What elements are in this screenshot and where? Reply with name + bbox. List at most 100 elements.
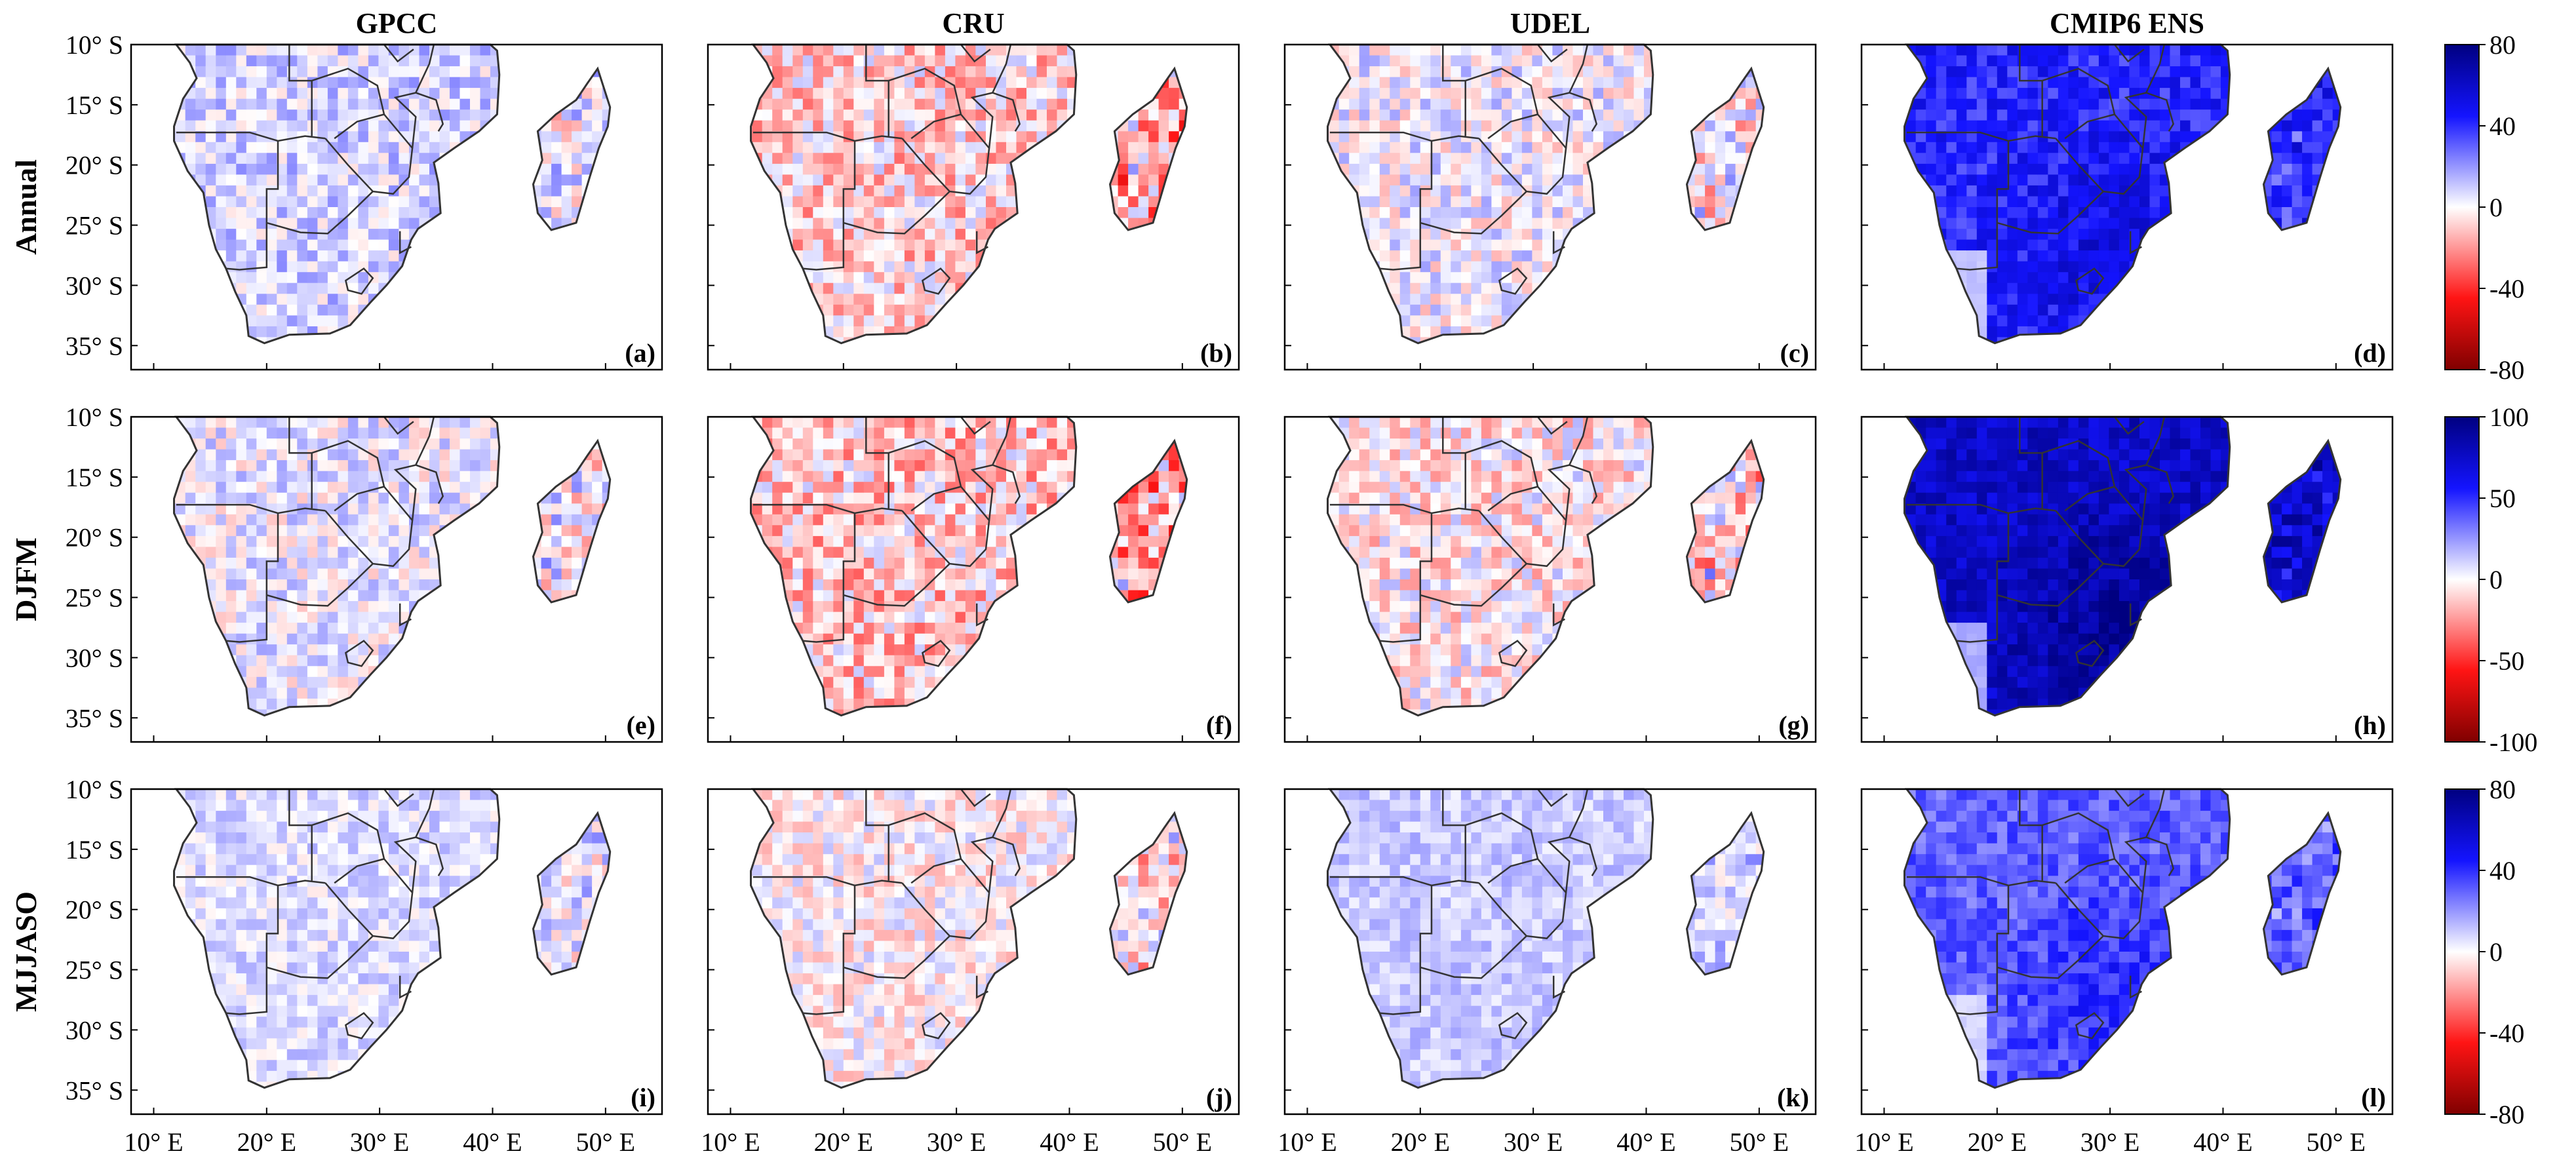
country-border bbox=[1379, 513, 1433, 643]
colorbar: 80 40 0 -40 -80 bbox=[2444, 775, 2524, 1129]
country-border bbox=[1552, 231, 1565, 254]
country-border bbox=[1537, 416, 1568, 435]
panel-frame bbox=[1283, 788, 1817, 1116]
longitude-tick-label: 50° E bbox=[1153, 1127, 1212, 1157]
country-border bbox=[843, 191, 950, 235]
coastline bbox=[1327, 788, 1654, 1089]
coastline bbox=[173, 788, 501, 1089]
coastline bbox=[1903, 43, 2231, 345]
longitude-tick-label: 20° E bbox=[1391, 1127, 1450, 1157]
map-panel: (h) bbox=[1860, 416, 2394, 743]
column-title-gpcc: GPCC bbox=[356, 7, 438, 39]
country-border bbox=[2064, 858, 2115, 884]
country-border bbox=[2129, 975, 2142, 999]
country-border bbox=[334, 113, 385, 140]
column-titles: GPCC CRU UDEL CMIP6 ENS bbox=[356, 7, 2204, 39]
panel-label: (i) bbox=[631, 1083, 655, 1112]
lesotho-border bbox=[344, 640, 374, 667]
country-border bbox=[1379, 885, 1433, 1015]
lesotho-border bbox=[921, 267, 951, 295]
country-border bbox=[910, 113, 962, 140]
latitude-tick-label: 25° S bbox=[66, 211, 123, 241]
longitude-tick-label: 40° E bbox=[2193, 1127, 2252, 1157]
colorbar-tick-label: 40 bbox=[2489, 111, 2516, 141]
country-border bbox=[1569, 416, 1589, 466]
colorbar-tick-label: 80 bbox=[2489, 30, 2516, 60]
lesotho-border bbox=[2075, 1012, 2105, 1039]
country-border bbox=[1465, 440, 1539, 487]
country-border bbox=[1465, 812, 1539, 859]
column-title-cru: CRU bbox=[942, 7, 1004, 39]
column-title-udel: UDEL bbox=[1510, 7, 1590, 39]
country-border bbox=[802, 513, 856, 643]
coastline bbox=[1903, 416, 2231, 717]
coastline bbox=[750, 788, 1078, 1089]
country-border bbox=[1465, 68, 1539, 115]
coastline bbox=[750, 43, 1078, 345]
panel-frame bbox=[1860, 43, 2394, 371]
country-border bbox=[2042, 68, 2116, 115]
country-border bbox=[992, 44, 1012, 94]
country-border bbox=[1420, 935, 1527, 979]
coastline bbox=[1327, 416, 1654, 717]
country-border bbox=[2064, 486, 2115, 512]
lesotho-border bbox=[921, 640, 951, 667]
longitude-tick-label: 40° E bbox=[1040, 1127, 1099, 1157]
country-border bbox=[1379, 141, 1433, 271]
country-border bbox=[1956, 513, 2010, 643]
colorbar-tick-label: 0 bbox=[2489, 193, 2503, 222]
panel-label: (b) bbox=[1200, 338, 1232, 368]
longitude-tick-label: 30° E bbox=[2080, 1127, 2139, 1157]
latitude-tick-label: 30° S bbox=[66, 1015, 123, 1045]
madagascar-coastline bbox=[532, 438, 612, 604]
latitude-tick-label: 25° S bbox=[66, 583, 123, 613]
latitude-tick-label: 10° S bbox=[66, 775, 123, 804]
longitude-tick-label: 10° E bbox=[124, 1127, 183, 1157]
country-border bbox=[383, 44, 414, 63]
country-border bbox=[960, 416, 991, 435]
latitude-labels: 10° S 15° S 20° S 25° S 30° S 35° S 10° S 15° S… bbox=[66, 30, 123, 1105]
country-border bbox=[975, 975, 988, 999]
latitude-tick-label: 15° S bbox=[66, 463, 123, 492]
longitude-tick-label: 20° E bbox=[237, 1127, 296, 1157]
colorbar: 80 40 0 -40 -80 bbox=[2444, 30, 2524, 385]
country-border bbox=[1420, 563, 1527, 607]
country-border bbox=[2145, 44, 2166, 94]
country-border bbox=[1956, 885, 2010, 1015]
country-border bbox=[2064, 113, 2115, 140]
country-border bbox=[1537, 44, 1568, 63]
country-border bbox=[802, 141, 856, 271]
colorbar-tick-label: -80 bbox=[2489, 355, 2524, 385]
longitude-tick-label: 30° E bbox=[350, 1127, 409, 1157]
country-border bbox=[975, 231, 988, 254]
country-border bbox=[415, 44, 435, 94]
country-border bbox=[334, 486, 385, 512]
panel-label: (e) bbox=[627, 710, 655, 740]
madagascar-coastline bbox=[1108, 811, 1188, 976]
map-panel: (i) bbox=[130, 788, 663, 1116]
country-border bbox=[311, 440, 385, 487]
latitude-tick-label: 20° S bbox=[66, 895, 123, 925]
latitude-tick-label: 10° S bbox=[66, 402, 123, 432]
coastline bbox=[173, 416, 501, 717]
country-border bbox=[1997, 563, 2104, 607]
country-border bbox=[334, 858, 385, 884]
country-border bbox=[2129, 603, 2142, 627]
madagascar-coastline bbox=[532, 811, 612, 976]
map-panel: (d) bbox=[1860, 43, 2394, 371]
latitude-tick-label: 35° S bbox=[66, 331, 123, 360]
longitude-tick-label: 20° E bbox=[814, 1127, 873, 1157]
country-border bbox=[865, 789, 889, 881]
row-title-annual: Annual bbox=[9, 159, 43, 255]
country-border bbox=[399, 603, 412, 627]
country-border bbox=[383, 416, 414, 435]
country-border bbox=[399, 975, 412, 999]
country-border bbox=[415, 788, 435, 838]
panel-label: (l) bbox=[2361, 1083, 2386, 1112]
longitude-tick-label: 30° E bbox=[1504, 1127, 1563, 1157]
colorbar-tick-label: 100 bbox=[2489, 402, 2529, 432]
panel-frame bbox=[130, 43, 663, 371]
panel-frame bbox=[707, 43, 1240, 371]
country-border bbox=[415, 416, 435, 466]
